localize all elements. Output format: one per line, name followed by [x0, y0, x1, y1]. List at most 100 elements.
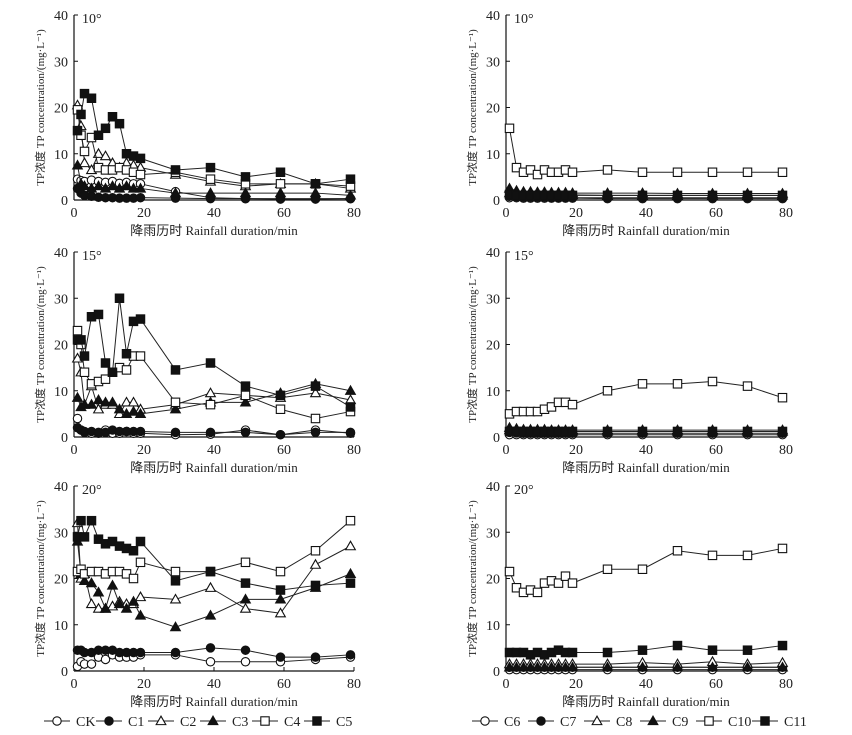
data-point-c4 — [121, 365, 132, 375]
data-point-c3 — [134, 407, 147, 419]
data-point-c3 — [120, 180, 133, 191]
x-axis-label: 降雨历时 Rainfall duration/min — [130, 223, 298, 238]
data-point-c4 — [310, 545, 321, 556]
y-tick-label: 0 — [61, 431, 68, 446]
data-point-c1 — [135, 647, 146, 658]
y-tick-label: 20 — [54, 102, 68, 117]
x-tick-label: 0 — [71, 677, 78, 692]
x-tick-label: 20 — [569, 677, 583, 692]
data-point-c11 — [672, 190, 683, 201]
data-point-c5 — [100, 123, 111, 134]
data-point-c2 — [344, 540, 357, 551]
data-point-c3 — [127, 182, 140, 193]
legend-right: C6 C7 C8 C9 C10 C11 — [472, 715, 807, 730]
y-tick-label: 0 — [493, 665, 500, 680]
legend-marker — [480, 716, 490, 726]
y-tick-label: 40 — [486, 246, 500, 261]
x-tick-label: 60 — [709, 206, 723, 221]
data-point-ck — [86, 659, 97, 669]
x-tick-label: 0 — [503, 443, 510, 458]
data-point-c5 — [121, 348, 132, 359]
data-point-c2 — [99, 150, 112, 161]
data-point-c9 — [517, 661, 530, 672]
data-point-c11 — [602, 190, 613, 201]
data-point-c5 — [170, 576, 181, 586]
data-point-c4 — [135, 169, 146, 180]
series-line-c5 — [77, 298, 351, 408]
slope-label: 10° — [514, 12, 534, 27]
data-point-c10 — [672, 167, 683, 178]
x-tick-label: 40 — [639, 677, 653, 692]
data-point-c11 — [777, 640, 788, 651]
data-point-c1 — [275, 429, 286, 440]
y-tick-label: 30 — [486, 292, 500, 307]
data-point-c5 — [100, 358, 111, 368]
data-point-c4 — [275, 179, 286, 189]
y-tick-label: 40 — [486, 9, 500, 24]
data-point-c10 — [777, 392, 788, 403]
data-point-c10 — [553, 578, 564, 588]
series-c1 — [72, 183, 356, 204]
data-point-c11 — [672, 426, 683, 437]
legend-label: C2 — [180, 715, 196, 730]
series-line-c8 — [509, 661, 783, 665]
y-tick-label: 20 — [486, 102, 500, 117]
data-point-c4 — [128, 573, 139, 584]
data-point-c10 — [567, 167, 578, 178]
data-point-c1 — [345, 427, 356, 438]
data-point-c10 — [602, 564, 613, 574]
x-tick-label: 20 — [569, 443, 583, 458]
x-tick-label: 60 — [277, 206, 291, 221]
x-tick-label: 80 — [779, 206, 793, 221]
x-tick-label: 80 — [347, 206, 361, 221]
data-point-c2 — [85, 597, 98, 609]
data-point-c5 — [310, 381, 321, 391]
data-point-c3 — [106, 579, 119, 590]
data-point-c5 — [275, 167, 286, 178]
data-point-c5 — [128, 545, 139, 556]
data-point-c3 — [169, 621, 182, 632]
series-c11 — [504, 426, 788, 437]
data-point-c3 — [127, 595, 140, 606]
y-tick-label: 40 — [54, 246, 68, 261]
data-point-c3 — [204, 609, 217, 620]
data-point-c10 — [777, 167, 788, 178]
data-point-c3 — [78, 398, 91, 409]
data-point-c5 — [310, 179, 321, 189]
x-tick-label: 40 — [639, 443, 653, 458]
data-point-c10 — [742, 167, 753, 178]
data-point-c9 — [524, 661, 537, 672]
series-c3 — [71, 377, 357, 419]
y-tick-label: 30 — [54, 55, 68, 70]
data-point-c3 — [71, 391, 84, 402]
panel-right-20: 0 10 20 30 40 0 20 40 60 80 20° 降雨历时 Rainfall durat… — [465, 480, 793, 709]
legend-label: C5 — [336, 715, 352, 730]
data-point-c5 — [93, 130, 104, 141]
data-point-c1 — [135, 426, 146, 437]
data-point-c9 — [706, 661, 719, 672]
series-c9 — [503, 661, 789, 672]
data-point-c4 — [345, 515, 356, 526]
data-point-c5 — [79, 532, 90, 542]
series-c11 — [504, 189, 788, 201]
data-point-c2 — [92, 602, 105, 613]
panel-left-15: 0 10 20 30 40 0 20 40 60 80 15° 降雨历时 Rainfall durat… — [33, 246, 361, 475]
x-tick-label: 60 — [709, 443, 723, 458]
data-point-c1 — [310, 427, 321, 438]
series-c10 — [504, 543, 788, 598]
data-point-c11 — [777, 190, 788, 201]
data-point-c2 — [204, 387, 217, 398]
data-point-c1 — [205, 427, 216, 438]
series-c5 — [72, 515, 356, 595]
y-tick-label: 10 — [486, 148, 500, 163]
data-point-c10 — [504, 566, 515, 577]
x-tick-label: 40 — [207, 443, 221, 458]
legend-marker — [647, 715, 659, 726]
data-point-c2 — [169, 593, 182, 604]
x-tick-label: 0 — [71, 443, 78, 458]
data-point-c11 — [567, 426, 578, 437]
panel-right-15: 0 10 20 30 40 0 20 40 60 80 15° 降雨历时 Rainfall durat… — [465, 246, 793, 475]
data-point-c9 — [559, 661, 572, 672]
data-point-c10 — [567, 578, 578, 588]
x-tick-label: 0 — [503, 206, 510, 221]
